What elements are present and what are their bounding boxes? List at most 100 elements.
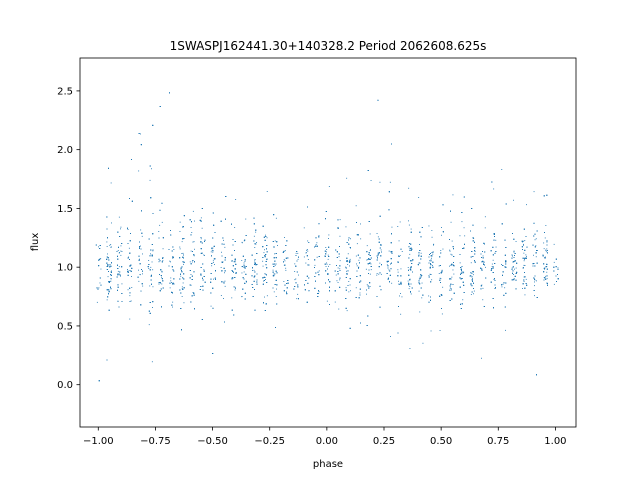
data-point [535, 256, 537, 258]
data-point [410, 283, 412, 285]
data-point [141, 232, 143, 234]
data-point [224, 280, 226, 282]
data-point [324, 250, 326, 252]
data-point [282, 251, 284, 253]
data-point [397, 261, 399, 263]
data-point [97, 288, 99, 290]
data-point [431, 255, 433, 256]
data-point [318, 236, 320, 238]
data-point [96, 287, 98, 289]
data-point [515, 273, 517, 274]
data-point [303, 227, 305, 229]
data-point [505, 261, 507, 262]
data-point [129, 287, 131, 289]
data-point [245, 280, 247, 282]
data-point [193, 292, 195, 294]
data-point [339, 260, 341, 262]
data-point [429, 254, 430, 255]
data-point [306, 301, 308, 303]
data-point [491, 263, 493, 265]
data-point [490, 250, 492, 252]
data-point [254, 271, 256, 273]
data-point [152, 250, 154, 252]
data-point [419, 276, 421, 278]
data-point [461, 266, 463, 267]
data-point [442, 231, 444, 233]
data-point [536, 297, 538, 298]
data-point [119, 271, 121, 273]
data-point [348, 281, 350, 282]
data-point [524, 265, 526, 266]
data-point [220, 295, 222, 296]
data-point [411, 248, 413, 250]
data-point [213, 278, 214, 280]
data-point [470, 284, 472, 286]
data-point [266, 248, 267, 250]
data-point [439, 265, 441, 266]
data-point [264, 296, 265, 298]
data-point [266, 191, 268, 192]
data-point [408, 187, 410, 189]
data-point [545, 266, 547, 268]
data-point [152, 269, 154, 271]
data-point [523, 264, 525, 266]
data-point [241, 272, 243, 274]
data-point [120, 250, 122, 252]
data-point [400, 248, 402, 250]
data-point [272, 271, 274, 273]
data-point [181, 286, 183, 288]
data-point [350, 247, 351, 249]
data-point [398, 255, 399, 257]
data-point [139, 246, 140, 248]
data-point [107, 276, 109, 278]
data-point [339, 286, 341, 288]
data-point [557, 267, 559, 269]
data-point [149, 165, 151, 167]
data-point [493, 239, 495, 241]
data-point [274, 273, 276, 275]
data-point [256, 281, 258, 283]
data-point [397, 226, 399, 227]
data-point [535, 238, 537, 240]
data-point [542, 254, 544, 256]
data-point [336, 257, 338, 258]
data-point [430, 263, 431, 265]
data-point [482, 260, 484, 262]
data-point [245, 273, 247, 275]
data-point [212, 287, 214, 289]
data-point [121, 266, 123, 268]
data-point [501, 286, 503, 288]
data-point [213, 224, 215, 226]
data-point [193, 254, 195, 256]
data-point [120, 245, 122, 247]
data-point [296, 298, 298, 300]
data-point [484, 216, 486, 218]
data-point [492, 254, 494, 256]
data-point [449, 249, 451, 251]
data-point [108, 293, 109, 295]
data-point [511, 279, 513, 281]
data-point [273, 273, 275, 275]
data-point [212, 353, 214, 354]
data-point [275, 253, 277, 254]
data-point [158, 283, 160, 285]
data-point [546, 266, 548, 267]
data-point [544, 232, 545, 233]
data-point [127, 269, 128, 270]
data-point [193, 255, 195, 257]
data-point [151, 254, 153, 256]
data-point [339, 270, 341, 271]
data-point [389, 181, 391, 183]
data-point [494, 263, 496, 264]
data-point [453, 273, 455, 275]
data-point [128, 247, 130, 249]
data-point [150, 275, 152, 277]
data-point [449, 285, 451, 287]
data-point [408, 224, 410, 226]
data-point [453, 292, 455, 294]
data-point [346, 273, 348, 275]
data-point [390, 336, 391, 337]
data-point [160, 269, 162, 271]
data-point [179, 248, 181, 250]
data-point [200, 220, 202, 222]
